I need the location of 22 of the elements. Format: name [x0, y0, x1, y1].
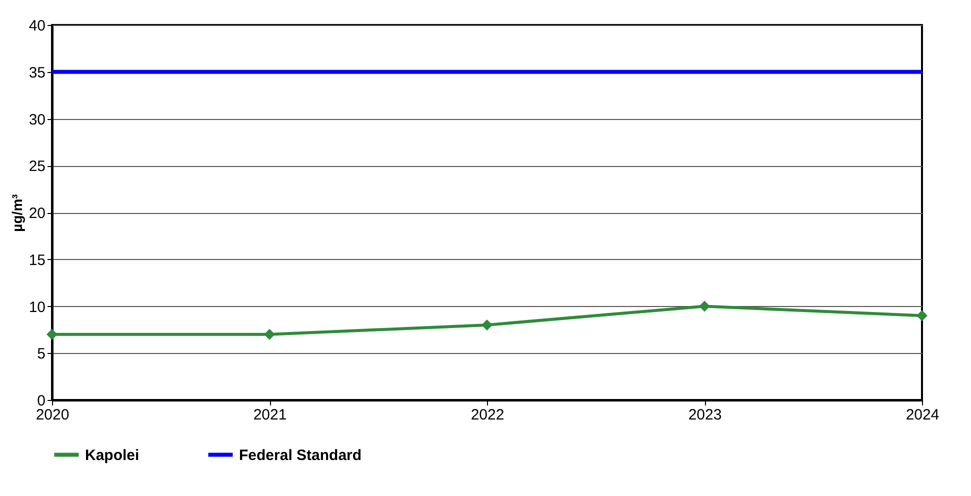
legend-label: Kapolei: [85, 446, 140, 464]
legend-label: Federal Standard: [239, 446, 362, 464]
point: [482, 320, 492, 330]
y-tick-label: 30: [28, 111, 46, 128]
x-tick-label: 2021: [253, 406, 287, 424]
y-tick-label: 20: [28, 205, 46, 222]
point: [916, 310, 928, 322]
y-tick-label: 0: [37, 392, 46, 410]
point: [264, 328, 275, 340]
point: [46, 328, 58, 340]
point: [699, 300, 710, 312]
y-tick-label: 15: [28, 252, 46, 269]
x-tick-label: 2023: [688, 406, 722, 424]
x-tick-label: 2022: [470, 406, 504, 424]
y-tick-label: 40: [28, 18, 46, 34]
y-tick-label: 35: [28, 64, 46, 82]
y-tick-label: 5: [37, 346, 46, 363]
y-tick-label: 10: [28, 298, 46, 316]
y-tick-label: 25: [28, 158, 46, 176]
y-axis-title: µg/m³: [8, 194, 25, 232]
x-tick-label: 2024: [906, 406, 940, 424]
x-tick-label: 2020: [36, 406, 70, 424]
